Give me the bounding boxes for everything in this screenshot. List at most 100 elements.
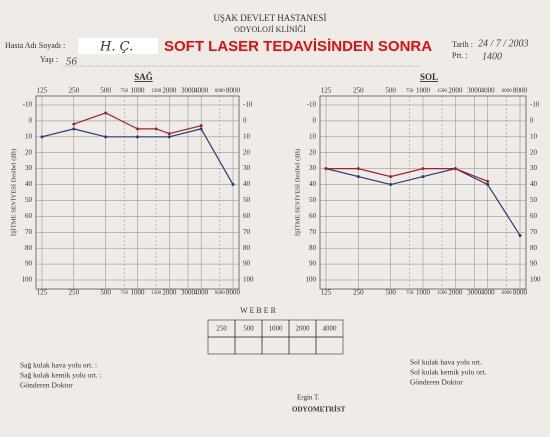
age-label: Yaşı : [40,55,58,64]
y-tick-label: 50 [309,196,317,204]
y-tick-label: 70 [530,228,538,236]
data-point [421,167,425,171]
data-point [486,179,490,183]
y-tick-label: 20 [530,148,538,156]
y-tick-label: 80 [309,244,317,252]
x-tick-label: 500 [100,87,111,95]
x-tick-label: 125 [321,87,332,95]
chart-title: SOL [420,72,438,82]
prt: 1400 [482,51,502,62]
x-tick-label: 1000 [416,87,431,95]
x-tick-label: 8000 [513,87,528,95]
weber-column: 2000 [296,325,311,333]
weber-column: 4000 [323,325,338,333]
y-tick-label: 100 [530,276,541,284]
data-point [356,167,360,171]
x-tick-label: 6000 [502,291,513,296]
y-tick-label: 100 [306,276,317,284]
x-tick-label: 750 [406,291,414,296]
chart-title: SAĞ [134,72,153,82]
data-point [356,175,360,179]
x-tick-label: 500 [100,289,111,297]
y-tick-label: 0 [313,117,317,125]
x-tick-label: 3000 [467,87,482,95]
x-tick-label: 125 [37,87,48,95]
y-tick-label: 100 [243,276,254,284]
age: 56 [66,56,78,68]
x-tick-label: 250 [69,289,80,297]
y-tick-label: 100 [22,276,33,284]
y-tick-label: 40 [243,180,251,188]
x-tick-label: 250 [69,87,80,95]
x-tick-label: 4000 [194,289,209,297]
weber-column: 500 [243,325,254,333]
y-tick-label: -10 [530,101,540,109]
y-tick-label: -10 [307,101,317,109]
x-tick-label: 750 [406,89,414,94]
y-tick-label: 0 [530,117,534,125]
footer-left: Sağ kulak kemik yolu ort. : [20,371,102,380]
y-tick-label: 0 [243,117,247,125]
y-axis-label: İŞİTME SEVİYESİ Desibel (dB) [294,149,301,236]
date: 24 / 7 / 2003 [478,38,529,49]
y-tick-label: -10 [23,101,33,109]
weber-title: W E B E R [240,306,277,315]
x-tick-label: 2000 [448,87,463,95]
x-tick-label: 6000 [502,89,513,94]
x-tick-label: 4000 [481,289,496,297]
x-tick-label: 8000 [226,87,241,95]
x-tick-label: 125 [321,289,332,297]
x-tick-label: 6000 [215,291,226,296]
data-point [389,183,393,187]
y-axis-label: İŞİTME SEVİYESİ Desibel (dB) [10,149,17,236]
y-tick-label: 80 [25,244,33,252]
data-point [72,127,76,131]
y-tick-label: 10 [309,132,317,140]
data-point [167,132,171,136]
y-tick-label: 10 [25,132,33,140]
y-tick-label: 60 [25,212,33,220]
y-tick-label: 40 [309,180,317,188]
x-tick-label: 4000 [194,87,209,95]
y-tick-label: 50 [25,196,33,204]
footer-left: Sağ kulak hava yolu ort. : [20,361,97,370]
y-tick-label: 60 [309,212,317,220]
data-point [72,122,76,126]
data-point [421,175,425,179]
x-tick-label: 1000 [131,87,146,95]
weber-table: 250 500 1000 2000 4000 [207,319,344,355]
x-tick-label: 3000 [181,87,196,95]
x-tick-label: 500 [385,289,396,297]
y-tick-label: 10 [530,132,538,140]
data-point [40,135,44,139]
data-point [486,183,490,187]
y-tick-label: 60 [243,212,251,220]
x-tick-label: 750 [121,291,129,296]
data-point [136,135,139,139]
x-tick-label: 3000 [467,289,482,297]
x-tick-label: 1000 [131,289,146,297]
y-tick-label: 40 [530,180,538,188]
weber-column: 1000 [269,325,284,333]
y-tick-label: -10 [243,101,253,109]
prt-label: Prt. : [452,51,468,60]
redaction [78,38,158,54]
x-tick-label: 8000 [226,289,241,297]
y-tick-label: 30 [25,164,33,172]
x-tick-label: 8000 [513,289,528,297]
x-tick-label: 250 [353,87,364,95]
y-tick-label: 90 [530,260,538,268]
data-point [324,167,328,171]
data-point [389,175,393,179]
y-tick-label: 20 [243,148,251,156]
footer-left: Gönderen Doktor [20,381,73,390]
y-tick-label: 60 [530,212,538,220]
data-point [199,127,203,131]
stamp-title: ODYOMETRİST [292,406,346,414]
y-tick-label: 90 [243,260,251,268]
patient-name: H. Ç. [99,40,133,55]
y-tick-label: 20 [25,148,33,156]
x-tick-label: 1500 [151,89,162,94]
x-tick-label: 2000 [448,289,463,297]
